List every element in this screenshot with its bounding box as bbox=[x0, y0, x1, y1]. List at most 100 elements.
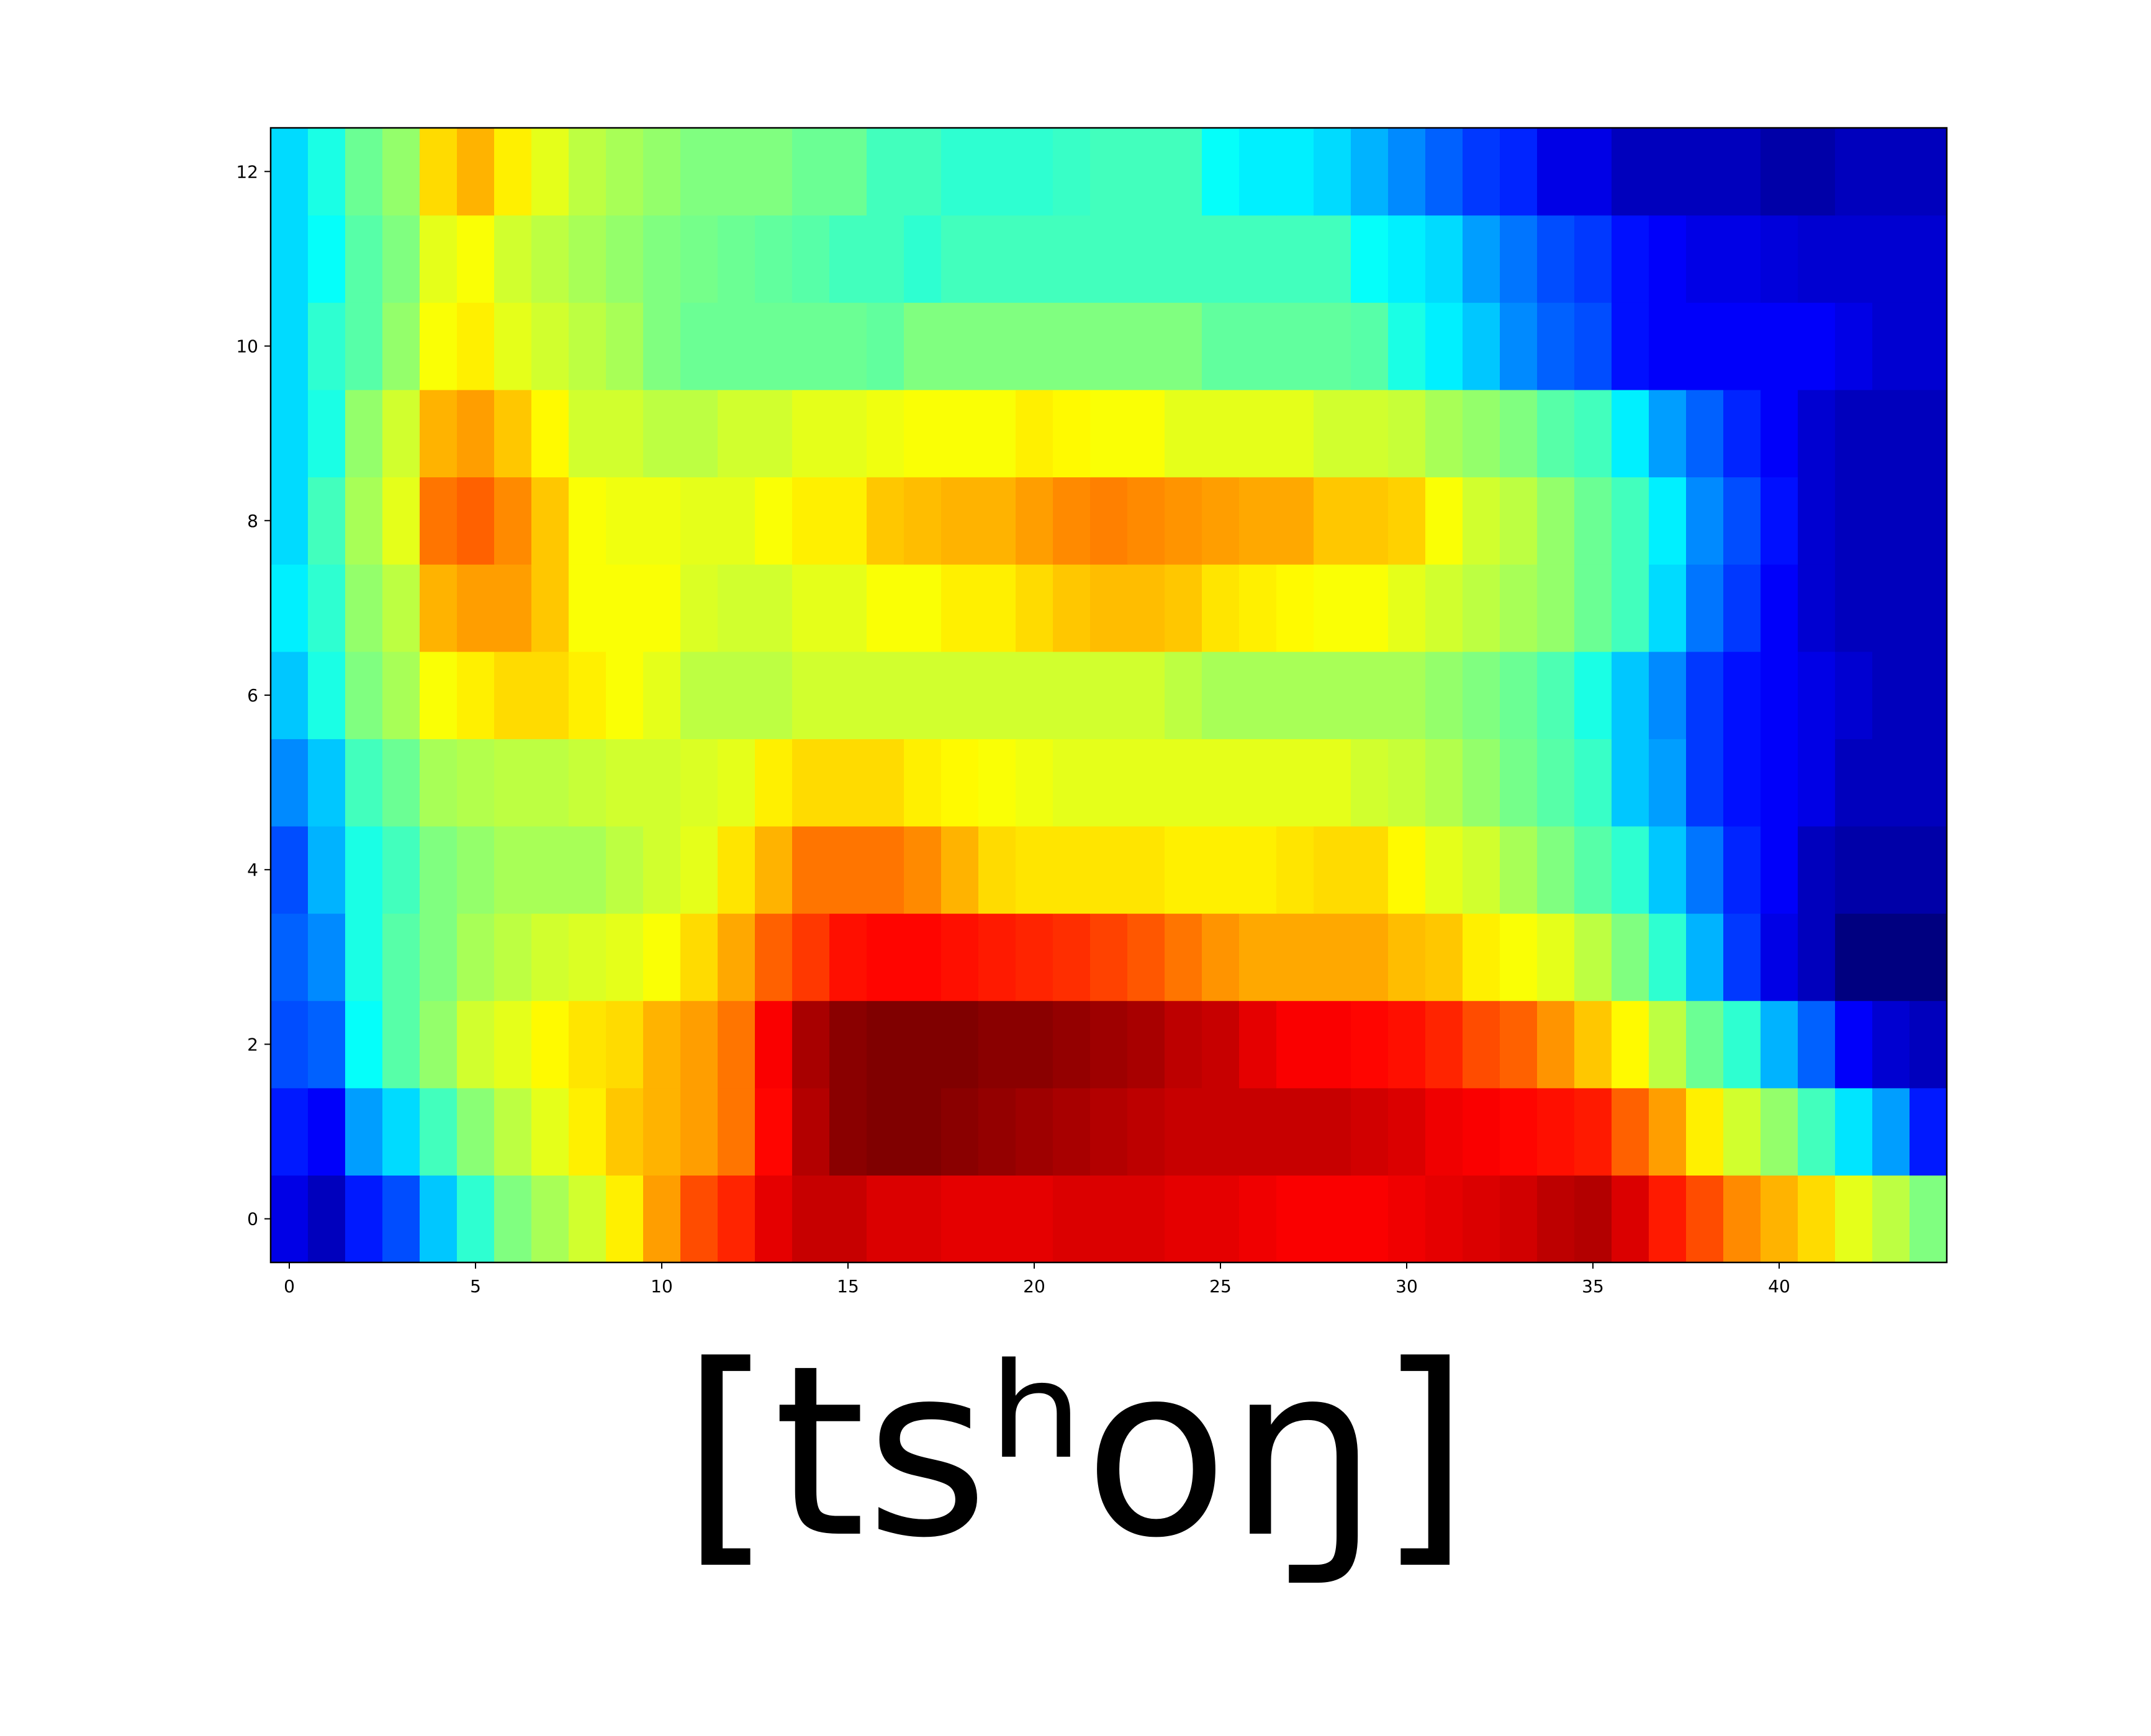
heatmap-cell-r5-c24 bbox=[1165, 739, 1202, 827]
heatmap-cell-r8-c18 bbox=[941, 477, 979, 565]
heatmap-cell-r10-c31 bbox=[1425, 302, 1463, 390]
heatmap-cell-r2-c31 bbox=[1425, 1001, 1463, 1089]
heatmap-cell-r12-c11 bbox=[680, 128, 718, 216]
heatmap-cell-r6-c37 bbox=[1649, 651, 1687, 739]
heatmap-cell-r2-c43 bbox=[1872, 1001, 1910, 1089]
heatmap-cell-r8-c35 bbox=[1574, 477, 1612, 565]
heatmap-cell-r12-c19 bbox=[978, 128, 1016, 216]
heatmap-cell-r5-c12 bbox=[718, 739, 755, 827]
heatmap-cell-r4-c23 bbox=[1127, 825, 1165, 914]
heatmap-cell-r5-c39 bbox=[1723, 739, 1761, 827]
heatmap-cell-r12-c12 bbox=[718, 128, 755, 216]
heatmap-cell-r2-c5 bbox=[457, 1001, 495, 1089]
heatmap-cell-r9-c20 bbox=[1016, 389, 1053, 478]
heatmap-cell-r6-c19 bbox=[978, 651, 1016, 739]
heatmap-cell-r10-c5 bbox=[457, 302, 495, 390]
heatmap-cell-r9-c14 bbox=[792, 389, 830, 478]
heatmap-cell-r8-c36 bbox=[1612, 477, 1649, 565]
heatmap-cell-r12-c15 bbox=[829, 128, 867, 216]
heatmap-cell-r9-c3 bbox=[382, 389, 420, 478]
heatmap-cell-r2-c7 bbox=[531, 1001, 569, 1089]
heatmap-cell-r0-c32 bbox=[1463, 1175, 1500, 1263]
heatmap-cell-r6-c44 bbox=[1910, 651, 1947, 739]
heatmap-cell-r9-c15 bbox=[829, 389, 867, 478]
heatmap-cell-r12-c32 bbox=[1463, 128, 1500, 216]
heatmap-cell-r8-c2 bbox=[345, 477, 383, 565]
heatmap-cell-r5-c36 bbox=[1612, 739, 1649, 827]
heatmap-cell-r11-c12 bbox=[718, 215, 755, 303]
heatmap-cell-r2-c32 bbox=[1463, 1001, 1500, 1089]
heatmap-cell-r4-c17 bbox=[904, 825, 942, 914]
heatmap-cell-r2-c34 bbox=[1537, 1001, 1575, 1089]
heatmap-cell-r2-c8 bbox=[569, 1001, 607, 1089]
heatmap-cell-r0-c25 bbox=[1202, 1175, 1240, 1263]
heatmap-cell-r1-c21 bbox=[1053, 1087, 1091, 1176]
heatmap-cell-r1-c9 bbox=[606, 1087, 644, 1176]
heatmap-cell-r12-c16 bbox=[867, 128, 904, 216]
heatmap-cell-r2-c27 bbox=[1276, 1001, 1314, 1089]
heatmap-cell-r2-c11 bbox=[680, 1001, 718, 1089]
heatmap-cell-r0-c17 bbox=[904, 1175, 942, 1263]
heatmap-cell-r9-c39 bbox=[1723, 389, 1761, 478]
heatmap-cell-r4-c1 bbox=[308, 825, 346, 914]
heatmap-cell-r1-c3 bbox=[382, 1087, 420, 1176]
heatmap-cell-r5-c42 bbox=[1835, 739, 1873, 827]
heatmap-cell-r10-c1 bbox=[308, 302, 346, 390]
heatmap-cell-r0-c18 bbox=[941, 1175, 979, 1263]
heatmap-cell-r2-c23 bbox=[1127, 1001, 1165, 1089]
heatmap-cell-r10-c21 bbox=[1053, 302, 1091, 390]
heatmap-cell-r3-c43 bbox=[1872, 913, 1910, 1001]
heatmap-cell-r4-c16 bbox=[867, 825, 904, 914]
heatmap-cell-r9-c21 bbox=[1053, 389, 1091, 478]
heatmap-cell-r6-c41 bbox=[1798, 651, 1836, 739]
heatmap-cell-r8-c4 bbox=[420, 477, 458, 565]
heatmap-cell-r12-c10 bbox=[643, 128, 681, 216]
heatmap-cell-r10-c39 bbox=[1723, 302, 1761, 390]
heatmap-cell-r10-c44 bbox=[1910, 302, 1947, 390]
heatmap-cell-r12-c17 bbox=[904, 128, 942, 216]
heatmap-cell-r0-c0 bbox=[271, 1175, 309, 1263]
heatmap-cell-r9-c33 bbox=[1500, 389, 1538, 478]
heatmap-cell-r9-c7 bbox=[531, 389, 569, 478]
heatmap-cell-r5-c13 bbox=[755, 739, 793, 827]
heatmap-cell-r9-c6 bbox=[494, 389, 532, 478]
heatmap-cell-r0-c35 bbox=[1574, 1175, 1612, 1263]
heatmap-cell-r5-c35 bbox=[1574, 739, 1612, 827]
heatmap-cell-r8-c37 bbox=[1649, 477, 1687, 565]
heatmap-cell-r3-c3 bbox=[382, 913, 420, 1001]
heatmap-cell-r0-c7 bbox=[531, 1175, 569, 1263]
heatmap-cell-r1-c30 bbox=[1388, 1087, 1426, 1176]
heatmap-cell-r3-c31 bbox=[1425, 913, 1463, 1001]
heatmap-cell-r11-c41 bbox=[1798, 215, 1836, 303]
heatmap-cell-r6-c25 bbox=[1202, 651, 1240, 739]
heatmap-cell-r1-c34 bbox=[1537, 1087, 1575, 1176]
heatmap-cell-r9-c28 bbox=[1314, 389, 1351, 478]
heatmap-cell-r4-c8 bbox=[569, 825, 607, 914]
heatmap-cell-r12-c1 bbox=[308, 128, 346, 216]
heatmap-cell-r1-c37 bbox=[1649, 1087, 1687, 1176]
heatmap-cell-r8-c17 bbox=[904, 477, 942, 565]
heatmap-cell-r7-c0 bbox=[271, 564, 309, 652]
heatmap-cell-r5-c41 bbox=[1798, 739, 1836, 827]
heatmap-cell-r5-c43 bbox=[1872, 739, 1910, 827]
heatmap-cell-r10-c3 bbox=[382, 302, 420, 390]
heatmap-cell-r10-c4 bbox=[420, 302, 458, 390]
heatmap-cell-r2-c21 bbox=[1053, 1001, 1091, 1089]
heatmap-cell-r6-c30 bbox=[1388, 651, 1426, 739]
heatmap-cell-r12-c22 bbox=[1090, 128, 1128, 216]
heatmap-cell-r7-c28 bbox=[1314, 564, 1351, 652]
heatmap-cell-r2-c40 bbox=[1761, 1001, 1798, 1089]
heatmap-cell-r0-c12 bbox=[718, 1175, 755, 1263]
heatmap-cell-r0-c14 bbox=[792, 1175, 830, 1263]
heatmap-cell-r7-c20 bbox=[1016, 564, 1053, 652]
heatmap-cell-r1-c31 bbox=[1425, 1087, 1463, 1176]
heatmap-cell-r7-c38 bbox=[1686, 564, 1724, 652]
x-tick-label: 15 bbox=[837, 1276, 859, 1297]
heatmap-cell-r4-c14 bbox=[792, 825, 830, 914]
heatmap-cell-r12-c8 bbox=[569, 128, 607, 216]
heatmap-cell-r6-c8 bbox=[569, 651, 607, 739]
heatmap-cell-r11-c36 bbox=[1612, 215, 1649, 303]
heatmap-cell-r5-c5 bbox=[457, 739, 495, 827]
heatmap-cell-r8-c6 bbox=[494, 477, 532, 565]
heatmap-cell-r9-c24 bbox=[1165, 389, 1202, 478]
